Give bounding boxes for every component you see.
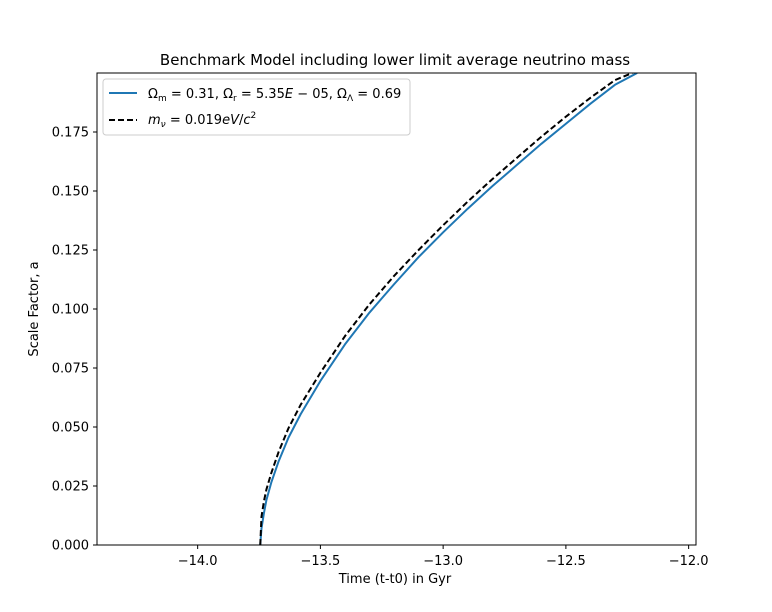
legend-entry-omega: Ωm = 0.31, Ωr = 5.35E − 05, ΩΛ = 0.69 — [148, 87, 401, 104]
legend-entry-neutrino: mν = 0.019eV/c2 — [148, 111, 256, 130]
series-layer — [259, 73, 638, 545]
y-tick-label: 0.025 — [52, 480, 89, 495]
y-axis-label: Scale Factor, a — [27, 261, 42, 356]
x-tick-label: −12.0 — [669, 554, 709, 569]
chart-title: Benchmark Model including lower limit av… — [160, 51, 630, 69]
y-tick-label: 0.050 — [52, 421, 89, 436]
legend-box — [102, 78, 411, 136]
y-tick-label: 0.075 — [52, 362, 89, 377]
legend: Ωm = 0.31, Ωr = 5.35E − 05, ΩΛ = 0.69 mν… — [102, 78, 411, 136]
series-line-0 — [259, 73, 638, 545]
y-tick-label: 0.100 — [52, 303, 89, 318]
plot-area — [97, 73, 696, 545]
x-tick-label: −14.0 — [178, 554, 218, 569]
x-tick-label: −12.5 — [546, 554, 586, 569]
x-tick-label: −13.5 — [300, 554, 340, 569]
x-tick-label: −13.0 — [423, 554, 463, 569]
series-line-1 — [259, 73, 633, 545]
y-tick-label: 0.150 — [52, 185, 89, 200]
y-tick-label: 0.175 — [52, 126, 89, 141]
x-axis-label: Time (t-t0) in Gyr — [338, 572, 452, 587]
y-tick-label: 0.000 — [52, 539, 89, 554]
x-axis-ticks: −14.0 −13.5 −13.0 −12.5 −12.0 — [178, 545, 709, 569]
y-axis-ticks: 0.000 0.025 0.050 0.075 0.100 0.125 0.150 0.175 — [52, 126, 97, 554]
y-tick-label: 0.125 — [52, 244, 89, 259]
